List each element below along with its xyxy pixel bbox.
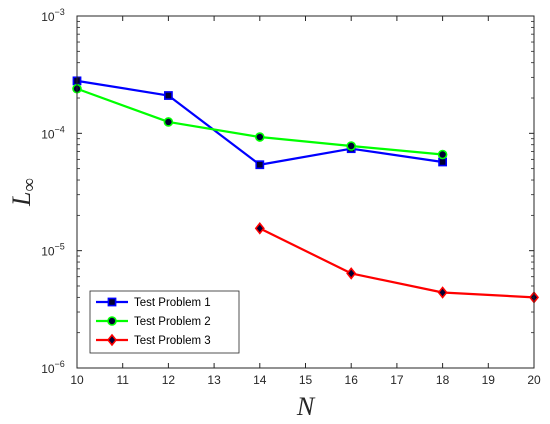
y-axis-title-sub: ∞ — [19, 178, 40, 192]
data-point — [438, 157, 447, 167]
legend-swatch-marker — [107, 316, 117, 326]
legend: Test Problem 1 Test Problem 2 Test Problem… — [89, 290, 240, 354]
legend-label: Test Problem 3 — [134, 335, 211, 347]
y-tick-label: 10−4 — [41, 124, 65, 141]
x-tick-label: 19 — [482, 373, 496, 387]
legend-entries: Test Problem 1 Test Problem 2 Test Problem… — [96, 297, 211, 347]
y-axis-title-main: L — [7, 192, 36, 207]
x-tick-label: 12 — [162, 373, 176, 387]
x-tick-label: 17 — [390, 373, 404, 387]
data-point — [254, 222, 265, 235]
data-point — [254, 132, 265, 142]
series-line — [259, 227, 535, 299]
y-tick-base: 10 — [41, 10, 55, 24]
y-tick-exponent: −4 — [55, 124, 65, 134]
y-tick-base: 10 — [41, 127, 55, 141]
data-point — [255, 160, 265, 170]
x-axis-title: N — [296, 392, 316, 421]
data-point — [346, 141, 357, 151]
y-tick-exponent: −5 — [55, 242, 65, 252]
x-tick-labels: 10 11 12 13 14 15 16 17 18 19 20 — [70, 373, 541, 387]
x-tick-label: 14 — [253, 373, 267, 387]
x-tick-label: 18 — [436, 373, 450, 387]
x-tick-label: 16 — [345, 373, 359, 387]
y-tick-label: 10−6 — [41, 359, 65, 376]
data-point — [346, 267, 357, 280]
legend-label: Test Problem 1 — [134, 297, 211, 309]
legend-entry: Test Problem 3 — [96, 333, 211, 347]
data-point — [163, 117, 174, 127]
data-point — [437, 149, 448, 160]
legend-swatch-marker — [106, 333, 118, 347]
y-tick-labels: 10−610−510−410−3 — [41, 7, 65, 376]
legend-entry: Test Problem 1 — [96, 297, 211, 309]
ticks-layer — [76, 15, 535, 369]
x-tick-label: 13 — [207, 373, 221, 387]
x-tick-label: 11 — [116, 373, 129, 387]
data-point — [164, 91, 173, 100]
y-tick-exponent: −6 — [55, 359, 65, 369]
y-tick-label: 10−3 — [41, 7, 65, 24]
x-tick-label: 10 — [70, 373, 84, 387]
y-axis-title: L∞ — [7, 178, 40, 207]
data-point — [437, 286, 448, 299]
legend-swatch-marker — [107, 297, 117, 307]
y-tick-exponent: −3 — [55, 7, 65, 17]
x-tick-label: 15 — [299, 373, 313, 387]
y-tick-label: 10−5 — [41, 242, 65, 259]
x-tick-label: 20 — [527, 373, 541, 387]
y-tick-base: 10 — [41, 362, 55, 376]
y-tick-base: 10 — [41, 245, 55, 259]
legend-entry: Test Problem 2 — [96, 316, 211, 328]
legend-label: Test Problem 2 — [134, 316, 211, 328]
